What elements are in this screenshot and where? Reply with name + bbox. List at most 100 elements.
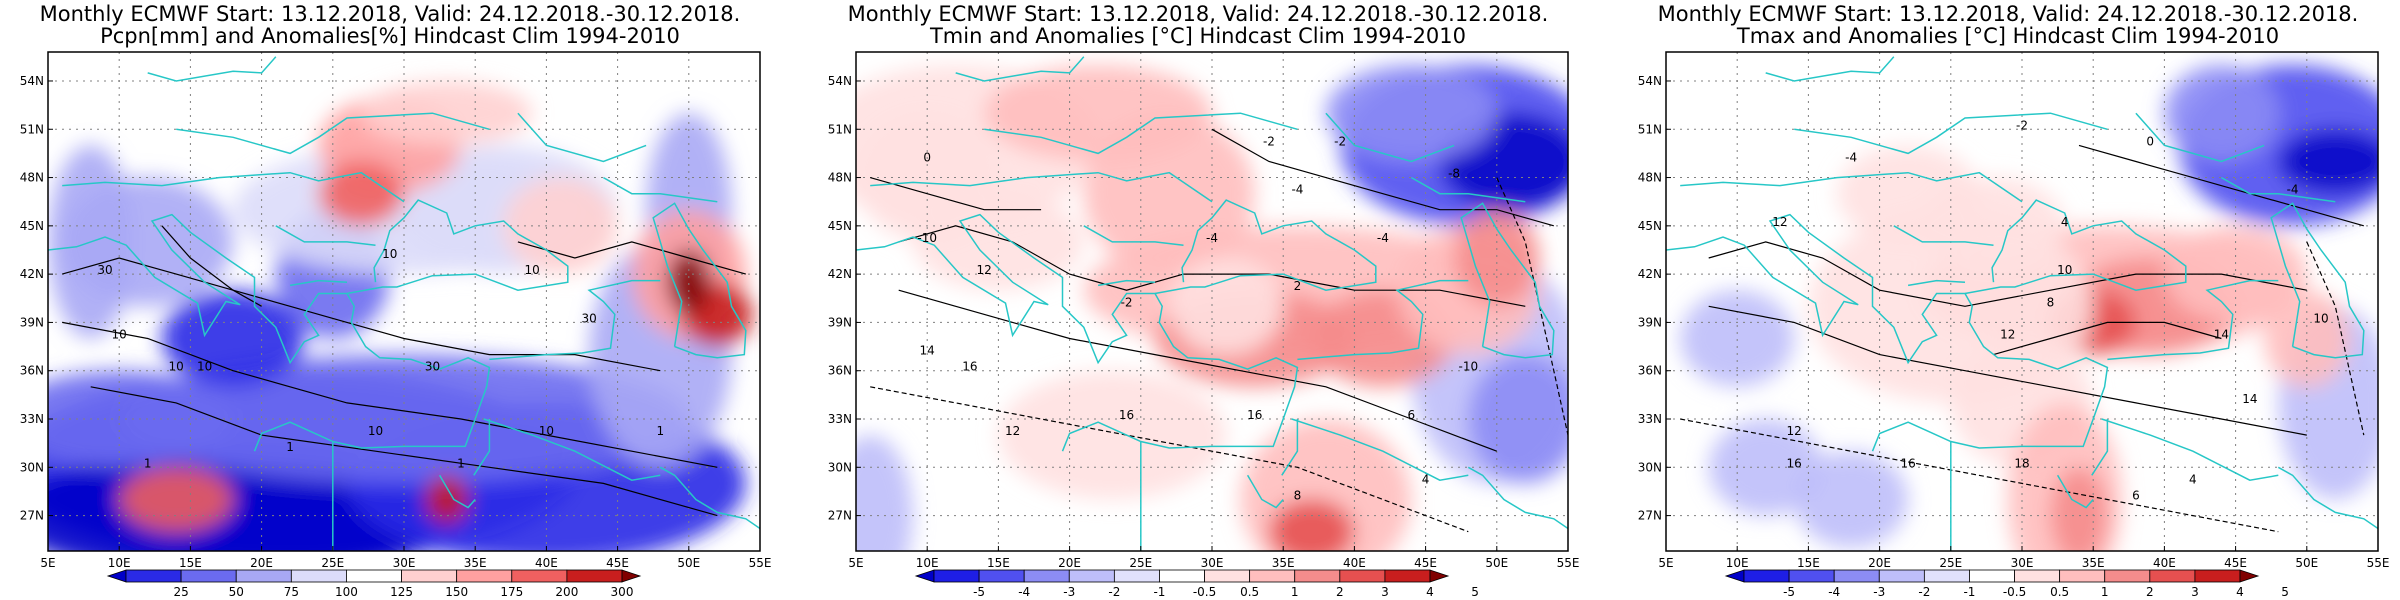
contour-label: 2 — [1294, 279, 1302, 293]
latitude-label: 45N — [20, 219, 44, 233]
coastline — [1097, 279, 1156, 287]
contour-label: 0 — [923, 150, 931, 164]
anomaly-region — [1922, 177, 2065, 275]
contour-label: -4 — [1377, 231, 1389, 245]
contour-line — [1993, 321, 2222, 356]
contour-label: 16 — [962, 360, 977, 374]
contour-label: 16 — [1900, 456, 1915, 470]
longitude-label: 35E — [464, 556, 487, 570]
contour-label: 8 — [1294, 488, 1302, 502]
anomaly-region — [119, 467, 234, 532]
contour-label: 8 — [2047, 295, 2055, 309]
coastline — [870, 171, 1213, 203]
panel-title-line2: Tmax and Anomalies [°C] Hindcast Clim 19… — [1736, 24, 2280, 48]
coastline — [2270, 202, 2365, 359]
colorbar-segment — [2104, 569, 2151, 583]
panel-title-line2: Tmin and Anomalies [°C] Hindcast Clim 19… — [929, 24, 1467, 48]
contour-label: 4 — [2189, 472, 2197, 486]
colorbar-label: 100 — [335, 585, 358, 599]
contour-line — [62, 257, 661, 372]
colorbar-segment — [1878, 569, 1925, 583]
coastline — [346, 199, 569, 295]
contour-label: 10 — [2313, 311, 2328, 325]
coastline — [438, 474, 476, 509]
colorbar-segment — [1023, 569, 1070, 583]
contour-label: -2 — [1334, 134, 1346, 148]
longitude-label: 35E — [1272, 556, 1295, 570]
latitude-label: 48N — [1638, 171, 1662, 185]
anomaly-region — [667, 249, 711, 315]
colorbar: 25 50 75 100 125 150 175 200 300 — [106, 569, 642, 599]
contour-label: 1 — [457, 456, 465, 470]
coastline — [1083, 225, 1184, 246]
panel-title-line1: Monthly ECMWF Start: 13.12.2018, Valid: … — [847, 2, 1549, 26]
contour-label: 14 — [2214, 328, 2229, 342]
contour-label: -4 — [2287, 183, 2299, 197]
colorbar-segment — [1249, 569, 1296, 583]
latitude-label: 45N — [828, 219, 852, 233]
colorbar-segment — [235, 569, 292, 583]
contour-label: 10 — [112, 328, 127, 342]
contour-label: 16 — [1119, 408, 1134, 422]
latitude-label: 42N — [828, 267, 852, 281]
contour-line — [517, 241, 746, 275]
panel-title-line1: Monthly ECMWF Start: 13.12.2018, Valid: … — [1657, 2, 2359, 26]
contour-label: 1 — [656, 424, 664, 438]
colorbar-segment — [1113, 569, 1160, 583]
contour-label: 1 — [286, 440, 294, 454]
contour-label: -10 — [917, 231, 937, 245]
longitude-label: 50E — [677, 556, 700, 570]
anomaly-region — [1680, 290, 1795, 387]
contour-label: 12 — [2000, 328, 2015, 342]
longitude-label: 5E — [1658, 556, 1673, 570]
map-canvas: 10 10 30 30 10 10 10 30 1 1 1 10 10 1 54N 51N 48N 45N 42N 3… — [20, 51, 772, 599]
contour-label: 14 — [920, 344, 935, 358]
latitude-label: 27N — [828, 509, 852, 523]
longitude-label: 10E — [916, 556, 939, 570]
axis-labels: 54N 51N 48N 45N 42N 39N 36N 33N 30N 27N 5E 10E 15E 20… — [20, 74, 772, 570]
colorbar-label: -1 — [1153, 585, 1165, 599]
anomaly-region — [1468, 354, 1568, 484]
anomaly-region — [1325, 64, 1497, 162]
colorbar-segment — [2149, 569, 2196, 583]
longitude-label: 40E — [2153, 556, 2176, 570]
latitude-label: 51N — [20, 122, 44, 136]
coastline — [147, 56, 277, 82]
coastline — [48, 213, 491, 452]
colorbar-segment — [456, 569, 513, 583]
longitude-label: 45E — [2224, 556, 2247, 570]
colorbar-label: -4 — [1018, 585, 1030, 599]
latitude-label: 51N — [828, 122, 852, 136]
colorbar-label: -0.5 — [2003, 585, 2026, 599]
colorbar-segment — [978, 569, 1025, 583]
coastline — [176, 112, 490, 155]
contour-label: 10 — [2057, 263, 2072, 277]
contour-label: 0 — [2146, 134, 2154, 148]
contour-label: 16 — [1247, 408, 1262, 422]
contour-label: 30 — [97, 263, 112, 277]
contour-line — [62, 321, 718, 468]
contour-label: 6 — [2132, 488, 2140, 502]
contour-label: 10 — [169, 360, 184, 374]
colorbar-segment — [401, 569, 458, 583]
longitude-label: 50E — [1485, 556, 1508, 570]
coastline — [2221, 176, 2336, 203]
contour-label: 12 — [977, 263, 992, 277]
latitude-label: 42N — [1638, 267, 1662, 281]
longitude-label: 55E — [749, 556, 772, 570]
panel-title-line2: Pcpn[mm] and Anomalies[%] Hindcast Clim … — [100, 24, 680, 48]
colorbar-segment — [1833, 569, 1880, 583]
latitude-label: 39N — [1638, 315, 1662, 329]
anomaly-region — [2164, 225, 2307, 323]
contour-line — [1680, 418, 2279, 533]
longitude-label: 5E — [848, 556, 863, 570]
colorbar-label: 5 — [1471, 585, 1479, 599]
latitude-label: 36N — [1638, 364, 1662, 378]
anomaly-region — [1169, 258, 1284, 355]
colorbar-label: 300 — [611, 585, 634, 599]
latitude-label: 48N — [20, 171, 44, 185]
longitude-label: 10E — [108, 556, 131, 570]
latitude-label: 33N — [828, 412, 852, 426]
coastline — [1680, 171, 2023, 203]
contour-line — [1708, 305, 2307, 436]
